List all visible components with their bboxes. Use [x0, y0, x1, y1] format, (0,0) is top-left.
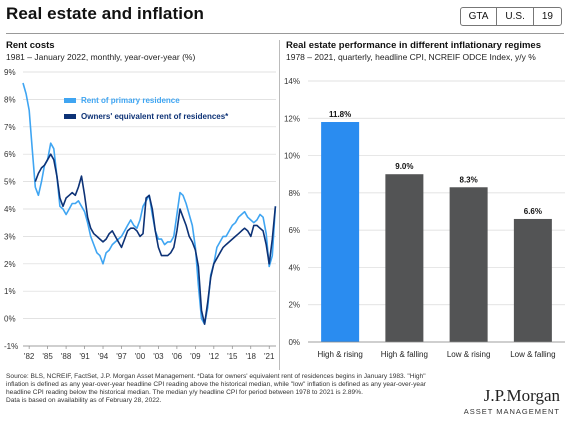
x-tick-label: '85	[42, 352, 53, 361]
y-tick-label: 4%	[4, 205, 16, 214]
x-tick-label: '91	[79, 352, 90, 361]
y-tick-label: 8%	[4, 95, 16, 104]
rent-costs-line-chart: 9% 8% 7% 6% 5% 4% 3% 2% 1% 0% -1% '82 '85 '88 '91 '94 '9…	[4, 68, 277, 361]
x-tick-label: '18	[246, 352, 257, 361]
y-tick-label: 6%	[4, 150, 16, 159]
brand-logo: J.P.Morgan ASSET MANAGEMENT	[464, 386, 560, 416]
tag-country[interactable]: U.S.	[496, 8, 532, 25]
x-category-label: Low & rising	[447, 350, 491, 359]
footnote-line: Source: BLS, NCREIF, FactSet, J.P. Morga…	[6, 373, 426, 380]
x-tick-label: '94	[98, 352, 109, 361]
y-tick-label: 4%	[288, 263, 300, 272]
legend-label: Owners' equivalent rent of residences*	[81, 112, 229, 121]
y-tick-label: 9%	[4, 68, 16, 77]
tag-region[interactable]: GTA	[468, 11, 489, 22]
y-tick-label: 5%	[4, 178, 16, 187]
y-tick-label: -1%	[4, 342, 18, 351]
y-tick-label: 2%	[4, 260, 16, 269]
x-tick-label: '00	[135, 352, 146, 361]
x-tick-label: '06	[172, 352, 183, 361]
bar-data-label: 6.6%	[524, 207, 542, 216]
panel-divider	[279, 40, 280, 370]
bar	[385, 174, 424, 342]
y-tick-label: 10%	[284, 152, 300, 161]
x-category-label: High & falling	[381, 350, 428, 359]
y-tick-label: 7%	[4, 123, 16, 132]
right-panel-subtitle: 1978 – 2021, quarterly, headline CPI, NC…	[286, 52, 536, 62]
y-tick-label: 8%	[288, 189, 300, 198]
footnote-line: Data is based on availability as of Febr…	[6, 397, 162, 405]
source-footnote: Source: BLS, NCREIF, FactSet, J.P. Morga…	[6, 373, 426, 405]
real-estate-bar-chart: 14% 12% 10% 8% 6% 4% 2% 0% 11.8% High & rising 9.0…	[284, 77, 565, 359]
footnote-line: headline CPI reading below the historica…	[6, 389, 363, 397]
page-title: Real estate and inflation	[6, 4, 205, 23]
y-tick-label: 2%	[288, 301, 300, 310]
bar-data-label: 9.0%	[395, 162, 413, 171]
x-tick-label: '82	[24, 352, 35, 361]
x-tick-label: '12	[209, 352, 220, 361]
x-category-label: Low & falling	[510, 350, 555, 359]
y-tick-label: 3%	[4, 232, 16, 241]
bar	[449, 187, 488, 342]
left-panel-title: Rent costs	[6, 40, 55, 51]
x-tick-label: '15	[227, 352, 238, 361]
legend-swatch	[64, 98, 76, 103]
brand-subtitle: ASSET MANAGEMENT	[463, 407, 560, 416]
y-tick-label: 12%	[284, 114, 300, 123]
legend-swatch	[64, 114, 76, 119]
x-tick-label: '97	[116, 352, 127, 361]
header-divider	[6, 33, 564, 34]
y-tick-label: 0%	[288, 338, 300, 347]
tag-page-number[interactable]: 19	[532, 8, 561, 25]
series-line-2	[34, 153, 277, 325]
left-panel-subtitle: 1981 – January 2022, monthly, year-over-…	[6, 52, 196, 62]
x-tick-label: '09	[190, 352, 201, 361]
bar	[321, 122, 360, 342]
x-category-label: High & rising	[317, 350, 362, 359]
right-panel-title: Real estate performance in different inf…	[286, 40, 541, 51]
bar-data-label: 11.8%	[329, 110, 351, 119]
footnote-line: inflation is defined as any year-over-ye…	[6, 381, 426, 389]
x-tick-label: '21	[264, 352, 275, 361]
legend-label: Rent of primary residence	[81, 96, 180, 105]
y-tick-label: 14%	[284, 77, 300, 86]
x-tick-label: '88	[61, 352, 72, 361]
bar-data-label: 8.3%	[460, 175, 478, 184]
x-tick-label: '03	[153, 352, 164, 361]
bar	[513, 218, 552, 342]
y-tick-label: 1%	[4, 287, 16, 296]
y-tick-label: 6%	[288, 226, 300, 235]
brand-name: J.P.Morgan	[483, 386, 560, 405]
y-tick-label: 0%	[4, 315, 16, 324]
header-tags: GTA U.S. 19	[459, 7, 562, 26]
